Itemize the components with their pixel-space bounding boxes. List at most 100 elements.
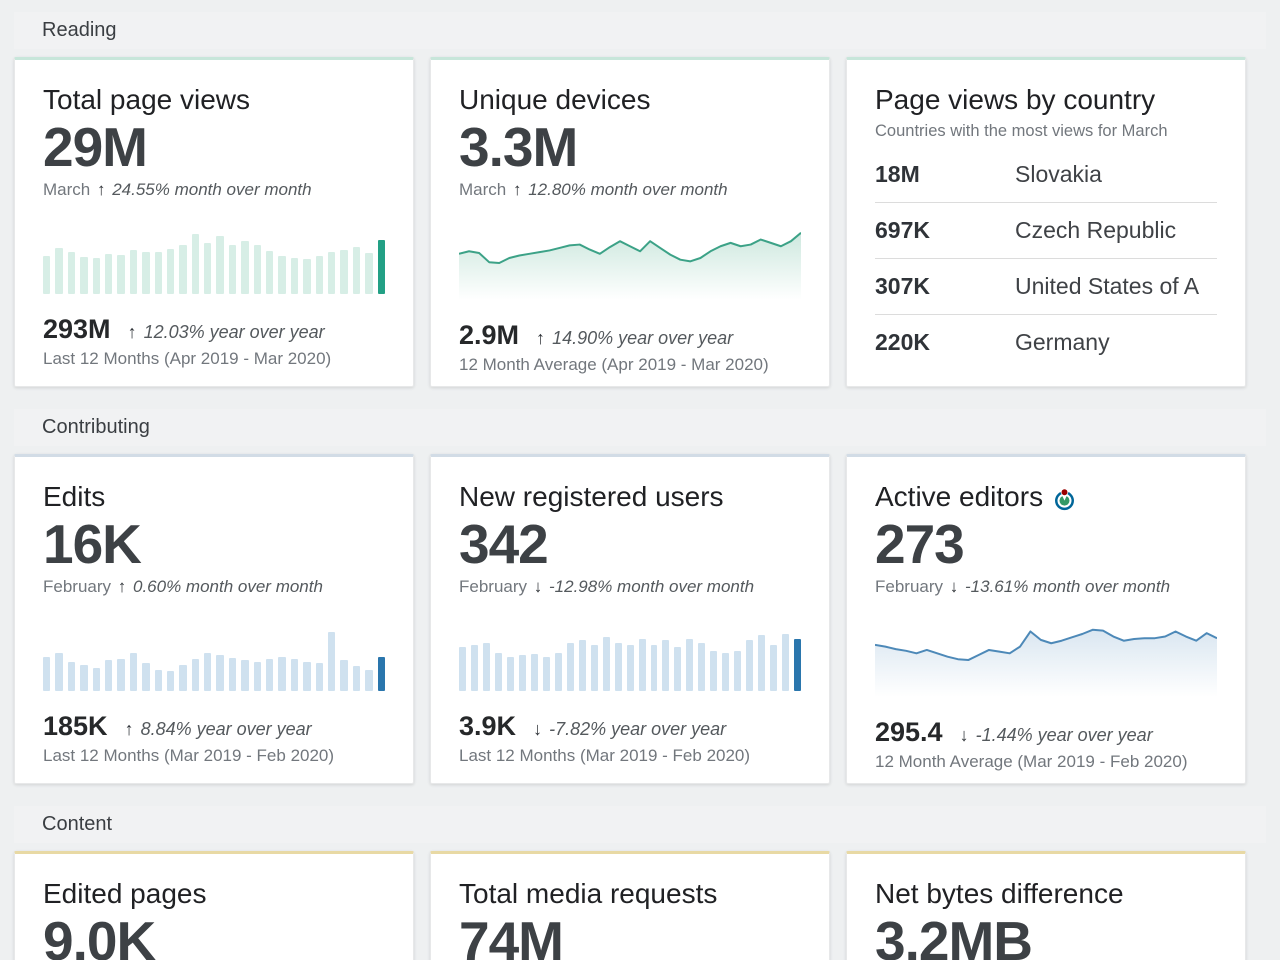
period-label: March	[459, 180, 507, 200]
bar-chart	[43, 629, 385, 692]
card-total-media-requests[interactable]: Total media requests 74M	[430, 851, 830, 960]
year-over-year-line: 295.4 ↓ -1.44% year over year	[875, 717, 1217, 748]
section-label: Contributing	[42, 416, 150, 438]
month-over-month-line: March ↑ 24.55% month over month	[43, 180, 385, 200]
current-value: 273	[875, 513, 965, 576]
card-edited-pages[interactable]: Edited pages 9.0K	[14, 851, 414, 960]
period-label: February	[43, 577, 112, 597]
card-total-page-views[interactable]: Total page views 29M March ↑ 24.55% mont…	[14, 57, 414, 387]
percent-change: -13.61% month over month	[965, 577, 1171, 597]
section-header-content: Content	[14, 806, 1266, 843]
card-net-bytes-difference[interactable]: Net bytes difference 3.2MB	[846, 851, 1246, 960]
card-subtitle: Countries with the most views for March	[875, 122, 1168, 141]
card-title: Edited pages	[43, 878, 207, 909]
percent-change: 0.60% month over month	[133, 577, 323, 597]
yoy-value: 185K	[43, 711, 108, 742]
dashboard: Reading Total page views 29M March ↑ 24.…	[14, 0, 1266, 960]
current-value: 342	[459, 513, 549, 576]
section-label: Reading	[42, 19, 117, 41]
percent-change: -1.44% year over year	[975, 725, 1153, 746]
percent-change: 8.84% year over year	[140, 719, 312, 740]
month-over-month-line: March ↑ 12.80% month over month	[459, 180, 801, 200]
percent-change: 12.80% month over month	[528, 180, 728, 200]
section-header-contributing: Contributing	[14, 409, 1266, 446]
table-row: 18M Slovakia	[875, 147, 1217, 204]
table-row: 307K United States of A	[875, 259, 1217, 316]
period-label: February	[459, 577, 528, 597]
current-value: 74M	[459, 910, 564, 960]
card-title: Unique devices	[459, 84, 651, 115]
content-card-grid: Edited pages 9.0K Total media requests 7…	[14, 851, 1266, 960]
card-edits[interactable]: Edits 16K February ↑ 0.60% month over mo…	[14, 454, 414, 784]
country-table: 18M Slovakia 697K Czech Republic 307K Un…	[875, 147, 1217, 370]
yoy-value: 2.9M	[459, 320, 520, 351]
year-over-year-line: 185K ↑ 8.84% year over year	[43, 711, 385, 742]
range-caption: 12 Month Average (Apr 2019 - Mar 2020)	[459, 355, 769, 375]
trend-down-icon: ↓	[949, 577, 959, 597]
trend-down-icon: ↓	[959, 725, 969, 746]
card-new-registered-users[interactable]: New registered users 342 February ↓ -12.…	[430, 454, 830, 784]
card-title: New registered users	[459, 481, 724, 512]
year-over-year-line: 3.9K ↓ -7.82% year over year	[459, 711, 801, 742]
card-title: Edits	[43, 481, 106, 512]
bar-chart	[43, 232, 385, 295]
reading-card-grid: Total page views 29M March ↑ 24.55% mont…	[14, 57, 1266, 387]
country-views: 307K	[875, 273, 930, 300]
card-title: Active editors	[875, 481, 1044, 512]
line-chart	[875, 613, 1217, 698]
table-row: 220K Germany	[875, 315, 1217, 370]
card-title: Net bytes difference	[875, 878, 1124, 909]
country-name: Germany	[1015, 329, 1110, 356]
line-chart	[459, 216, 801, 301]
trend-up-icon: ↑	[512, 180, 522, 200]
month-over-month-line: February ↓ -12.98% month over month	[459, 577, 801, 597]
country-name: United States of A	[1015, 273, 1200, 300]
percent-change: -12.98% month over month	[549, 577, 755, 597]
trend-up-icon: ↑	[124, 719, 134, 740]
section-contributing: Contributing Edits 16K February ↑ 0.60% …	[14, 409, 1266, 784]
yoy-value: 3.9K	[459, 711, 517, 742]
month-over-month-line: February ↑ 0.60% month over month	[43, 577, 385, 597]
current-value: 16K	[43, 513, 142, 576]
percent-change: 14.90% year over year	[552, 328, 734, 349]
section-reading: Reading Total page views 29M March ↑ 24.…	[14, 12, 1266, 387]
section-label: Content	[42, 813, 113, 835]
yoy-value: 295.4	[875, 717, 943, 748]
period-label: February	[875, 577, 944, 597]
wikimedia-icon	[1055, 488, 1075, 510]
current-value: 3.2MB	[875, 910, 1033, 960]
current-value: 29M	[43, 116, 148, 179]
country-views: 18M	[875, 161, 920, 188]
trend-down-icon: ↓	[533, 719, 543, 740]
card-page-views-by-country[interactable]: Page views by country Countries with the…	[846, 57, 1246, 387]
card-unique-devices[interactable]: Unique devices 3.3M March ↑ 12.80% month…	[430, 57, 830, 387]
range-caption: Last 12 Months (Mar 2019 - Feb 2020)	[43, 746, 335, 766]
card-title: Total media requests	[459, 878, 718, 909]
card-title: Total page views	[43, 84, 251, 115]
table-row: 697K Czech Republic	[875, 203, 1217, 260]
contributing-card-grid: Edits 16K February ↑ 0.60% month over mo…	[14, 454, 1266, 784]
month-over-month-line: February ↓ -13.61% month over month	[875, 577, 1217, 597]
section-header-reading: Reading	[14, 12, 1266, 49]
percent-change: -7.82% year over year	[549, 719, 727, 740]
trend-up-icon: ↑	[117, 577, 127, 597]
current-value: 9.0K	[43, 910, 156, 960]
period-label: March	[43, 180, 91, 200]
bar-chart	[459, 629, 802, 692]
trend-up-icon: ↑	[127, 322, 137, 343]
percent-change: 12.03% year over year	[143, 322, 325, 343]
section-content: Content Edited pages 9.0K Total media re…	[14, 806, 1266, 960]
country-views: 697K	[875, 217, 930, 244]
card-title-row: Active editors	[875, 481, 1217, 513]
percent-change: 24.55% month over month	[112, 180, 312, 200]
card-active-editors[interactable]: Active editors 273 February ↓ -13.61% mo…	[846, 454, 1246, 784]
year-over-year-line: 2.9M ↑ 14.90% year over year	[459, 320, 801, 351]
trend-up-icon: ↑	[96, 180, 106, 200]
trend-up-icon: ↑	[536, 328, 546, 349]
trend-down-icon: ↓	[533, 577, 543, 597]
card-title: Page views by country	[875, 84, 1156, 115]
country-name: Slovakia	[1015, 161, 1102, 188]
range-caption: 12 Month Average (Mar 2019 - Feb 2020)	[875, 752, 1188, 772]
range-caption: Last 12 Months (Apr 2019 - Mar 2020)	[43, 349, 332, 369]
country-views: 220K	[875, 329, 930, 356]
